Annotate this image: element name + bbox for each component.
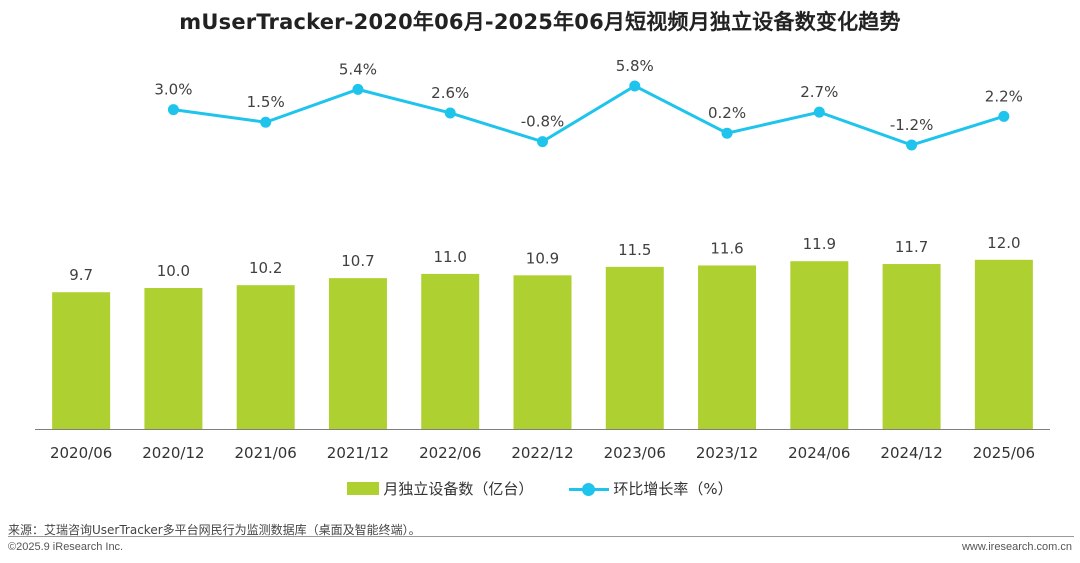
bar-2024/12	[882, 264, 941, 429]
bar-2024/06	[790, 261, 849, 429]
x-tick-label: 2021/12	[327, 444, 389, 462]
growth-rate-point	[998, 110, 1010, 122]
bar-2023/12	[698, 265, 757, 429]
growth-rate-label: 5.4%	[339, 60, 377, 78]
bar-2022/06	[421, 273, 480, 429]
source-note: 来源：艾瑞咨询UserTracker多平台网民行为监测数据库（桌面及智能终端）。	[8, 523, 421, 537]
bar-value-label: 10.0	[157, 262, 190, 280]
website-text: www.iresearch.com.cn	[961, 541, 1072, 553]
line-layer: 3.0% 1.5% 5.4% 2.6% -0.8% 5.8% 0.2% 2.7% -1.2% 2.…	[154, 57, 1023, 151]
x-tick-label: 2024/12	[880, 444, 942, 462]
x-tick-label: 2023/06	[604, 444, 666, 462]
axis-layer: 2020/06 2020/12 2021/06 2021/12 2022/06 2022/…	[35, 429, 1050, 462]
growth-rate-line	[173, 84, 1005, 147]
bar-2022/12	[513, 275, 572, 429]
growth-rate-point	[906, 139, 918, 151]
x-tick-label: 2020/06	[50, 444, 112, 462]
x-tick-label: 2020/12	[142, 444, 204, 462]
growth-rate-point	[537, 136, 548, 148]
legend-item-bar: 月独立设备数（亿台）	[347, 478, 533, 499]
growth-rate-point	[629, 80, 641, 92]
bar-2021/12	[328, 278, 387, 429]
chart-canvas: 9.7 10.0 10.2 10.7 11.0 10.9 11.5 11.6 11.9 11.7 1…	[35, 57, 1050, 462]
bar-2020/12	[144, 288, 203, 429]
legend-line-swatch	[569, 482, 610, 496]
bar-value-label: 9.7	[69, 266, 93, 284]
x-tick-label: 2023/12	[696, 444, 758, 462]
bar-value-label: 11.0	[434, 248, 467, 266]
bar-value-label: 10.9	[526, 249, 559, 267]
growth-rate-point	[352, 83, 364, 95]
growth-rate-point	[721, 127, 733, 139]
x-tick-label: 2024/06	[788, 444, 850, 462]
footer-divider	[8, 536, 1074, 537]
bar-value-label: 11.9	[803, 235, 836, 253]
growth-rate-label: -1.2%	[890, 116, 934, 134]
growth-rate-label: 2.2%	[985, 87, 1023, 105]
growth-rate-label: 3.0%	[154, 81, 192, 99]
growth-rate-label: -0.8%	[521, 113, 565, 131]
bar-value-label: 11.6	[710, 239, 743, 257]
x-tick-label: 2022/06	[419, 444, 481, 462]
growth-rate-point	[260, 116, 272, 128]
x-tick-label: 2021/06	[235, 444, 297, 462]
bar-2023/06	[605, 266, 664, 429]
copyright-text: ©2025.9 iResearch Inc.	[8, 541, 124, 553]
bar-2021/06	[236, 285, 295, 429]
legend-item-line: 环比增长率（%）	[569, 478, 733, 499]
legend: 月独立设备数（亿台） 环比增长率（%）	[0, 478, 1080, 499]
chart-title: mUserTracker-2020年06月-2025年06月短视频月独立设备数变…	[179, 10, 901, 34]
growth-rate-label: 5.8%	[616, 57, 654, 75]
bar-2025/06	[974, 259, 1033, 429]
bar-value-label: 10.7	[341, 252, 374, 270]
growth-rate-label: 1.5%	[247, 93, 285, 111]
bar-2020/06	[52, 292, 111, 429]
bar-value-label: 10.2	[249, 259, 282, 277]
x-tick-label: 2022/12	[511, 444, 573, 462]
bar-value-label: 12.0	[987, 234, 1020, 252]
legend-label-line: 环比增长率（%）	[613, 480, 733, 498]
growth-rate-point	[813, 106, 825, 118]
legend-bar-swatch	[347, 482, 380, 495]
growth-rate-label: 2.7%	[800, 83, 838, 101]
growth-rate-point	[444, 107, 456, 119]
x-tick-label: 2025/06	[973, 444, 1035, 462]
legend-label-bar: 月独立设备数（亿台）	[383, 480, 534, 498]
bar-value-label: 11.7	[895, 238, 928, 256]
growth-rate-label: 2.6%	[431, 84, 469, 102]
growth-rate-point	[167, 104, 179, 116]
bar-value-label: 11.5	[618, 241, 651, 259]
growth-rate-label: 0.2%	[708, 104, 746, 122]
bars-layer: 9.7 10.0 10.2 10.7 11.0 10.9 11.5 11.6 11.9 11.7 1…	[52, 234, 1033, 429]
